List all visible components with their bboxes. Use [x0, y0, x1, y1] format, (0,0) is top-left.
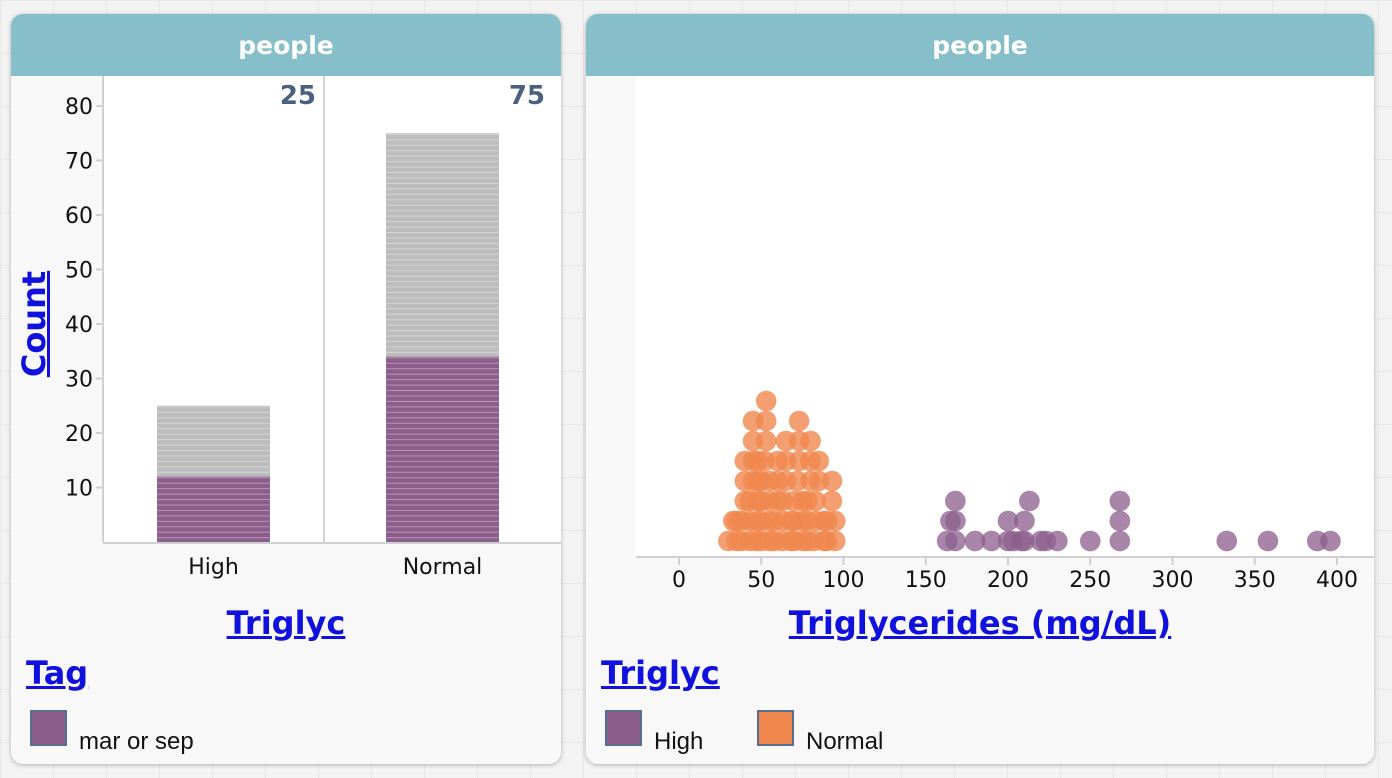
- y-tick-label: 70: [65, 150, 93, 175]
- legend-label: mar or sep: [79, 728, 194, 755]
- data-point[interactable]: [755, 430, 777, 452]
- x-axis-title[interactable]: Triglyc: [226, 604, 346, 642]
- x-tick-label: 150: [905, 568, 947, 593]
- data-point[interactable]: [1018, 490, 1040, 512]
- y-tick-label: 30: [65, 368, 93, 393]
- card-header[interactable]: people: [586, 14, 1374, 76]
- data-point[interactable]: [944, 490, 966, 512]
- data-point[interactable]: [800, 430, 822, 452]
- legend-item[interactable]: High: [605, 710, 703, 754]
- dot-plot: 0 50 100 150 200 250 300 350 400: [636, 390, 1374, 593]
- x-tick-label: 400: [1316, 568, 1358, 593]
- legend-label: Normal: [806, 728, 884, 755]
- data-point[interactable]: [821, 470, 843, 492]
- data-point[interactable]: [808, 450, 830, 472]
- legend-swatch: [605, 710, 642, 746]
- x-tick-label: 0: [672, 568, 686, 593]
- legend-label: High: [654, 728, 704, 755]
- y-tick-label: 10: [65, 477, 93, 502]
- data-point[interactable]: [1216, 530, 1238, 552]
- legend-item[interactable]: Normal: [757, 710, 883, 754]
- data-point[interactable]: [824, 510, 846, 532]
- data-point[interactable]: [788, 410, 810, 432]
- bar-chart: 10 20 30 40 50 60 70 80 25 High 75 Normal: [65, 76, 561, 580]
- y-tick-label: 50: [65, 259, 93, 284]
- y-tick-label: 40: [65, 313, 93, 338]
- legend-swatch: [757, 710, 794, 746]
- x-axis-title[interactable]: Triglycerides (mg/dL): [788, 604, 1172, 642]
- data-point[interactable]: [755, 410, 777, 432]
- data-point[interactable]: [824, 530, 846, 552]
- legend-item[interactable]: mar or sep: [30, 710, 194, 754]
- data-point[interactable]: [944, 530, 966, 552]
- x-tick-label: 100: [823, 568, 865, 593]
- bar-chart-card: people 10 20 30 40 50 60 70 80 25 High 75 Normal Tr…: [11, 14, 561, 764]
- x-tick-label: 350: [1234, 568, 1276, 593]
- y-tick-label: 20: [65, 422, 93, 447]
- x-tick-label: Normal: [403, 555, 483, 580]
- bar-tagged[interactable]: [386, 356, 499, 542]
- data-point[interactable]: [1046, 530, 1068, 552]
- card-header[interactable]: people: [11, 14, 561, 76]
- dot-plot-card: people 0 50 100 150 200 250 300 350 400 Triglyce…: [586, 14, 1374, 764]
- x-tick-label: 50: [747, 568, 775, 593]
- count-label: 25: [280, 81, 316, 111]
- data-point[interactable]: [1109, 490, 1131, 512]
- x-tick-label: 200: [987, 568, 1029, 593]
- bar-tagged[interactable]: [157, 476, 270, 542]
- data-point[interactable]: [821, 490, 843, 512]
- y-tick-label: 60: [65, 204, 93, 229]
- y-tick-label: 80: [65, 95, 93, 120]
- data-point[interactable]: [1319, 530, 1341, 552]
- data-point[interactable]: [1109, 530, 1131, 552]
- data-point[interactable]: [1257, 530, 1279, 552]
- data-point[interactable]: [1079, 530, 1101, 552]
- data-point[interactable]: [1109, 510, 1131, 532]
- data-point[interactable]: [1013, 510, 1035, 532]
- x-tick-label: 250: [1069, 568, 1111, 593]
- legend-title[interactable]: Triglyc: [601, 654, 720, 692]
- y-axis-title[interactable]: Count: [15, 270, 53, 378]
- data-point[interactable]: [755, 390, 777, 412]
- legend-swatch: [30, 710, 67, 746]
- x-tick-label: 300: [1152, 568, 1194, 593]
- x-tick-label: High: [188, 555, 239, 580]
- legend-title[interactable]: Tag: [26, 654, 89, 692]
- count-label: 75: [509, 81, 545, 111]
- data-point[interactable]: [944, 510, 966, 532]
